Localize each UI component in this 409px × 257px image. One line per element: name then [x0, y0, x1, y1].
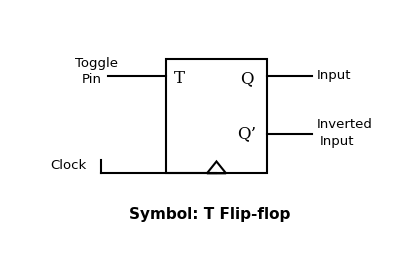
Text: Q: Q	[240, 70, 253, 87]
Text: Inverted: Inverted	[316, 118, 371, 131]
Text: Q’: Q’	[236, 125, 256, 142]
Text: Clock: Clock	[50, 159, 86, 172]
Text: Pin: Pin	[81, 73, 101, 86]
Text: Input: Input	[319, 135, 353, 148]
Text: Toggle: Toggle	[75, 57, 118, 70]
Text: Symbol: T Flip-flop: Symbol: T Flip-flop	[129, 207, 290, 222]
Text: T: T	[173, 70, 184, 87]
Bar	[165, 59, 267, 173]
Text: Input: Input	[316, 69, 350, 82]
